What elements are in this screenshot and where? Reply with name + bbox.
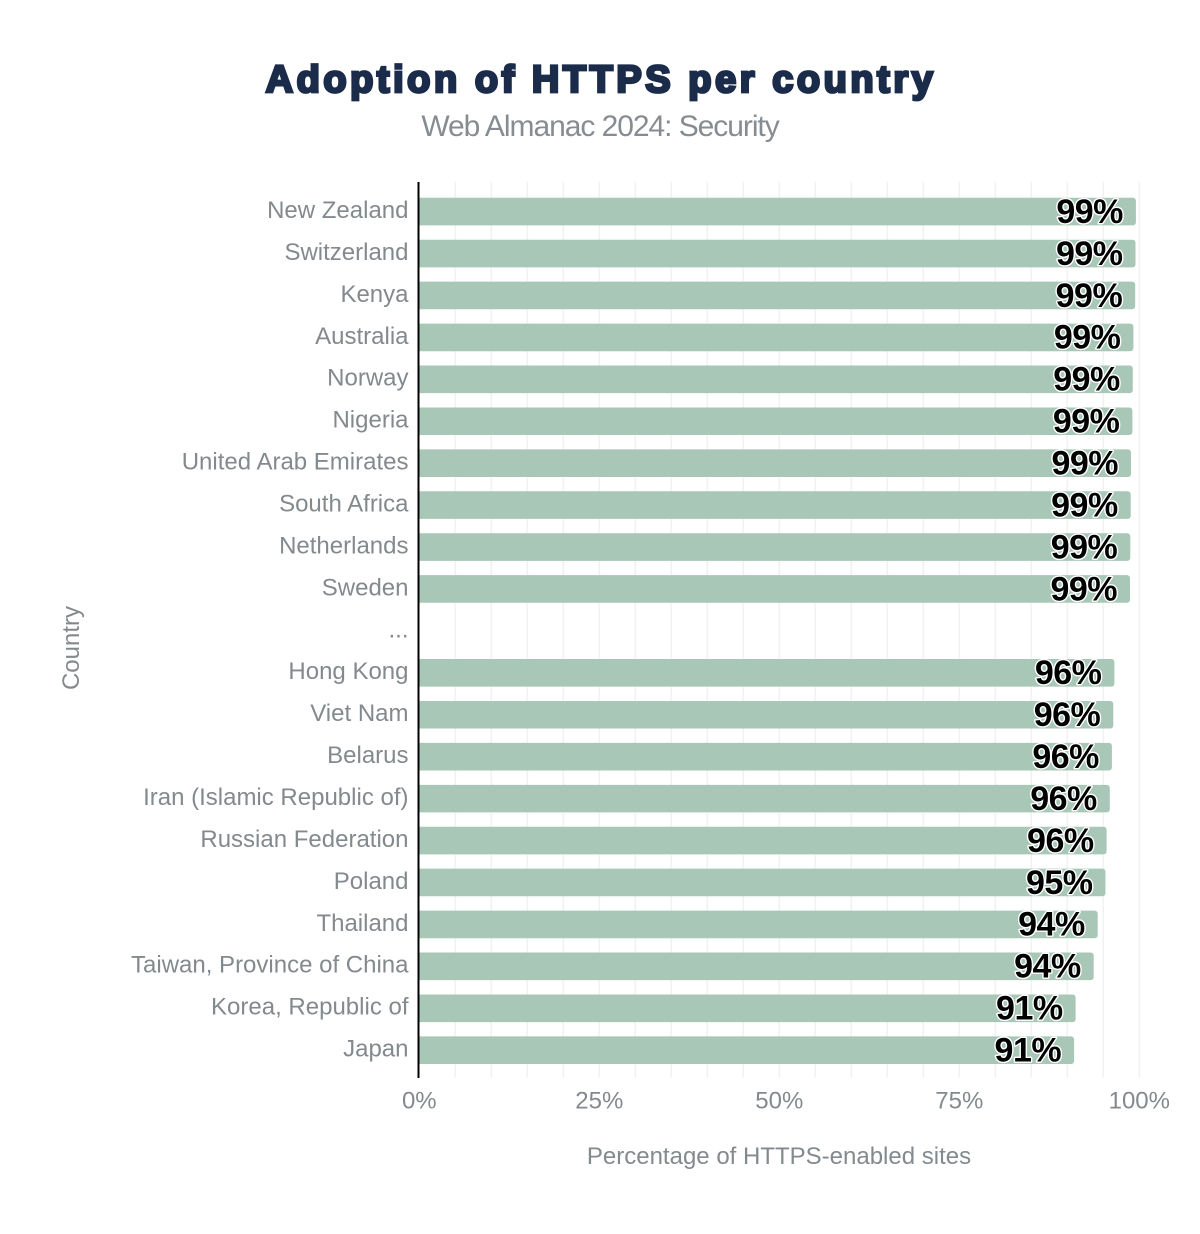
svg-text:Japan: Japan <box>343 1036 408 1063</box>
svg-text:94%: 94% <box>1014 948 1081 986</box>
svg-text:Web Almanac 2024: Security: Web Almanac 2024: Security <box>421 110 779 143</box>
svg-text:Switzerland: Switzerland <box>284 239 408 266</box>
svg-text:99%: 99% <box>1051 486 1118 524</box>
svg-text:Sweden: Sweden <box>322 574 409 601</box>
svg-text:99%: 99% <box>1056 235 1123 273</box>
svg-text:94%: 94% <box>1018 906 1085 944</box>
svg-text:91%: 91% <box>995 1032 1062 1070</box>
svg-text:96%: 96% <box>1027 822 1094 860</box>
svg-text:99%: 99% <box>1053 403 1120 441</box>
svg-text:Norway: Norway <box>327 365 408 392</box>
svg-text:99%: 99% <box>1056 277 1123 315</box>
svg-text:Netherlands: Netherlands <box>279 532 408 559</box>
svg-text:99%: 99% <box>1053 361 1120 399</box>
svg-text:Hong Kong: Hong Kong <box>288 658 408 685</box>
svg-text:Taiwan, Province of China: Taiwan, Province of China <box>131 952 409 979</box>
svg-text:75%: 75% <box>935 1088 983 1115</box>
svg-text:99%: 99% <box>1051 528 1118 566</box>
svg-text:96%: 96% <box>1030 780 1097 818</box>
svg-text:99%: 99% <box>1050 570 1117 608</box>
svg-text:Belarus: Belarus <box>327 742 408 769</box>
svg-text:91%: 91% <box>996 990 1063 1028</box>
svg-text:25%: 25% <box>575 1088 623 1115</box>
svg-text:Country: Country <box>58 606 85 690</box>
svg-text:96%: 96% <box>1032 738 1099 776</box>
svg-text:United Arab Emirates: United Arab Emirates <box>182 449 409 476</box>
svg-text:Iran (Islamic Republic of): Iran (Islamic Republic of) <box>143 784 408 811</box>
svg-text:Nigeria: Nigeria <box>332 407 409 434</box>
svg-text:Adoption of HTTPS per country: Adoption of HTTPS per country <box>266 59 937 101</box>
svg-text:Viet Nam: Viet Nam <box>310 700 408 727</box>
svg-text:...: ... <box>388 616 408 643</box>
svg-text:Poland: Poland <box>334 868 409 895</box>
svg-text:99%: 99% <box>1056 193 1123 231</box>
svg-text:99%: 99% <box>1054 319 1121 357</box>
svg-text:99%: 99% <box>1051 445 1118 483</box>
svg-text:100%: 100% <box>1109 1088 1170 1115</box>
svg-text:Korea, Republic of: Korea, Republic of <box>211 994 409 1021</box>
svg-text:0%: 0% <box>402 1088 437 1115</box>
svg-text:Thailand: Thailand <box>316 910 408 937</box>
svg-text:95%: 95% <box>1026 864 1093 902</box>
svg-text:96%: 96% <box>1035 654 1102 692</box>
svg-text:Australia: Australia <box>315 323 409 350</box>
svg-text:Percentage of HTTPS-enabled si: Percentage of HTTPS-enabled sites <box>587 1143 971 1170</box>
svg-text:Russian Federation: Russian Federation <box>200 826 408 853</box>
svg-text:New Zealand: New Zealand <box>267 197 408 224</box>
svg-text:South Africa: South Africa <box>279 491 409 518</box>
svg-text:Kenya: Kenya <box>340 281 409 308</box>
svg-text:50%: 50% <box>755 1088 803 1115</box>
svg-text:96%: 96% <box>1034 696 1101 734</box>
